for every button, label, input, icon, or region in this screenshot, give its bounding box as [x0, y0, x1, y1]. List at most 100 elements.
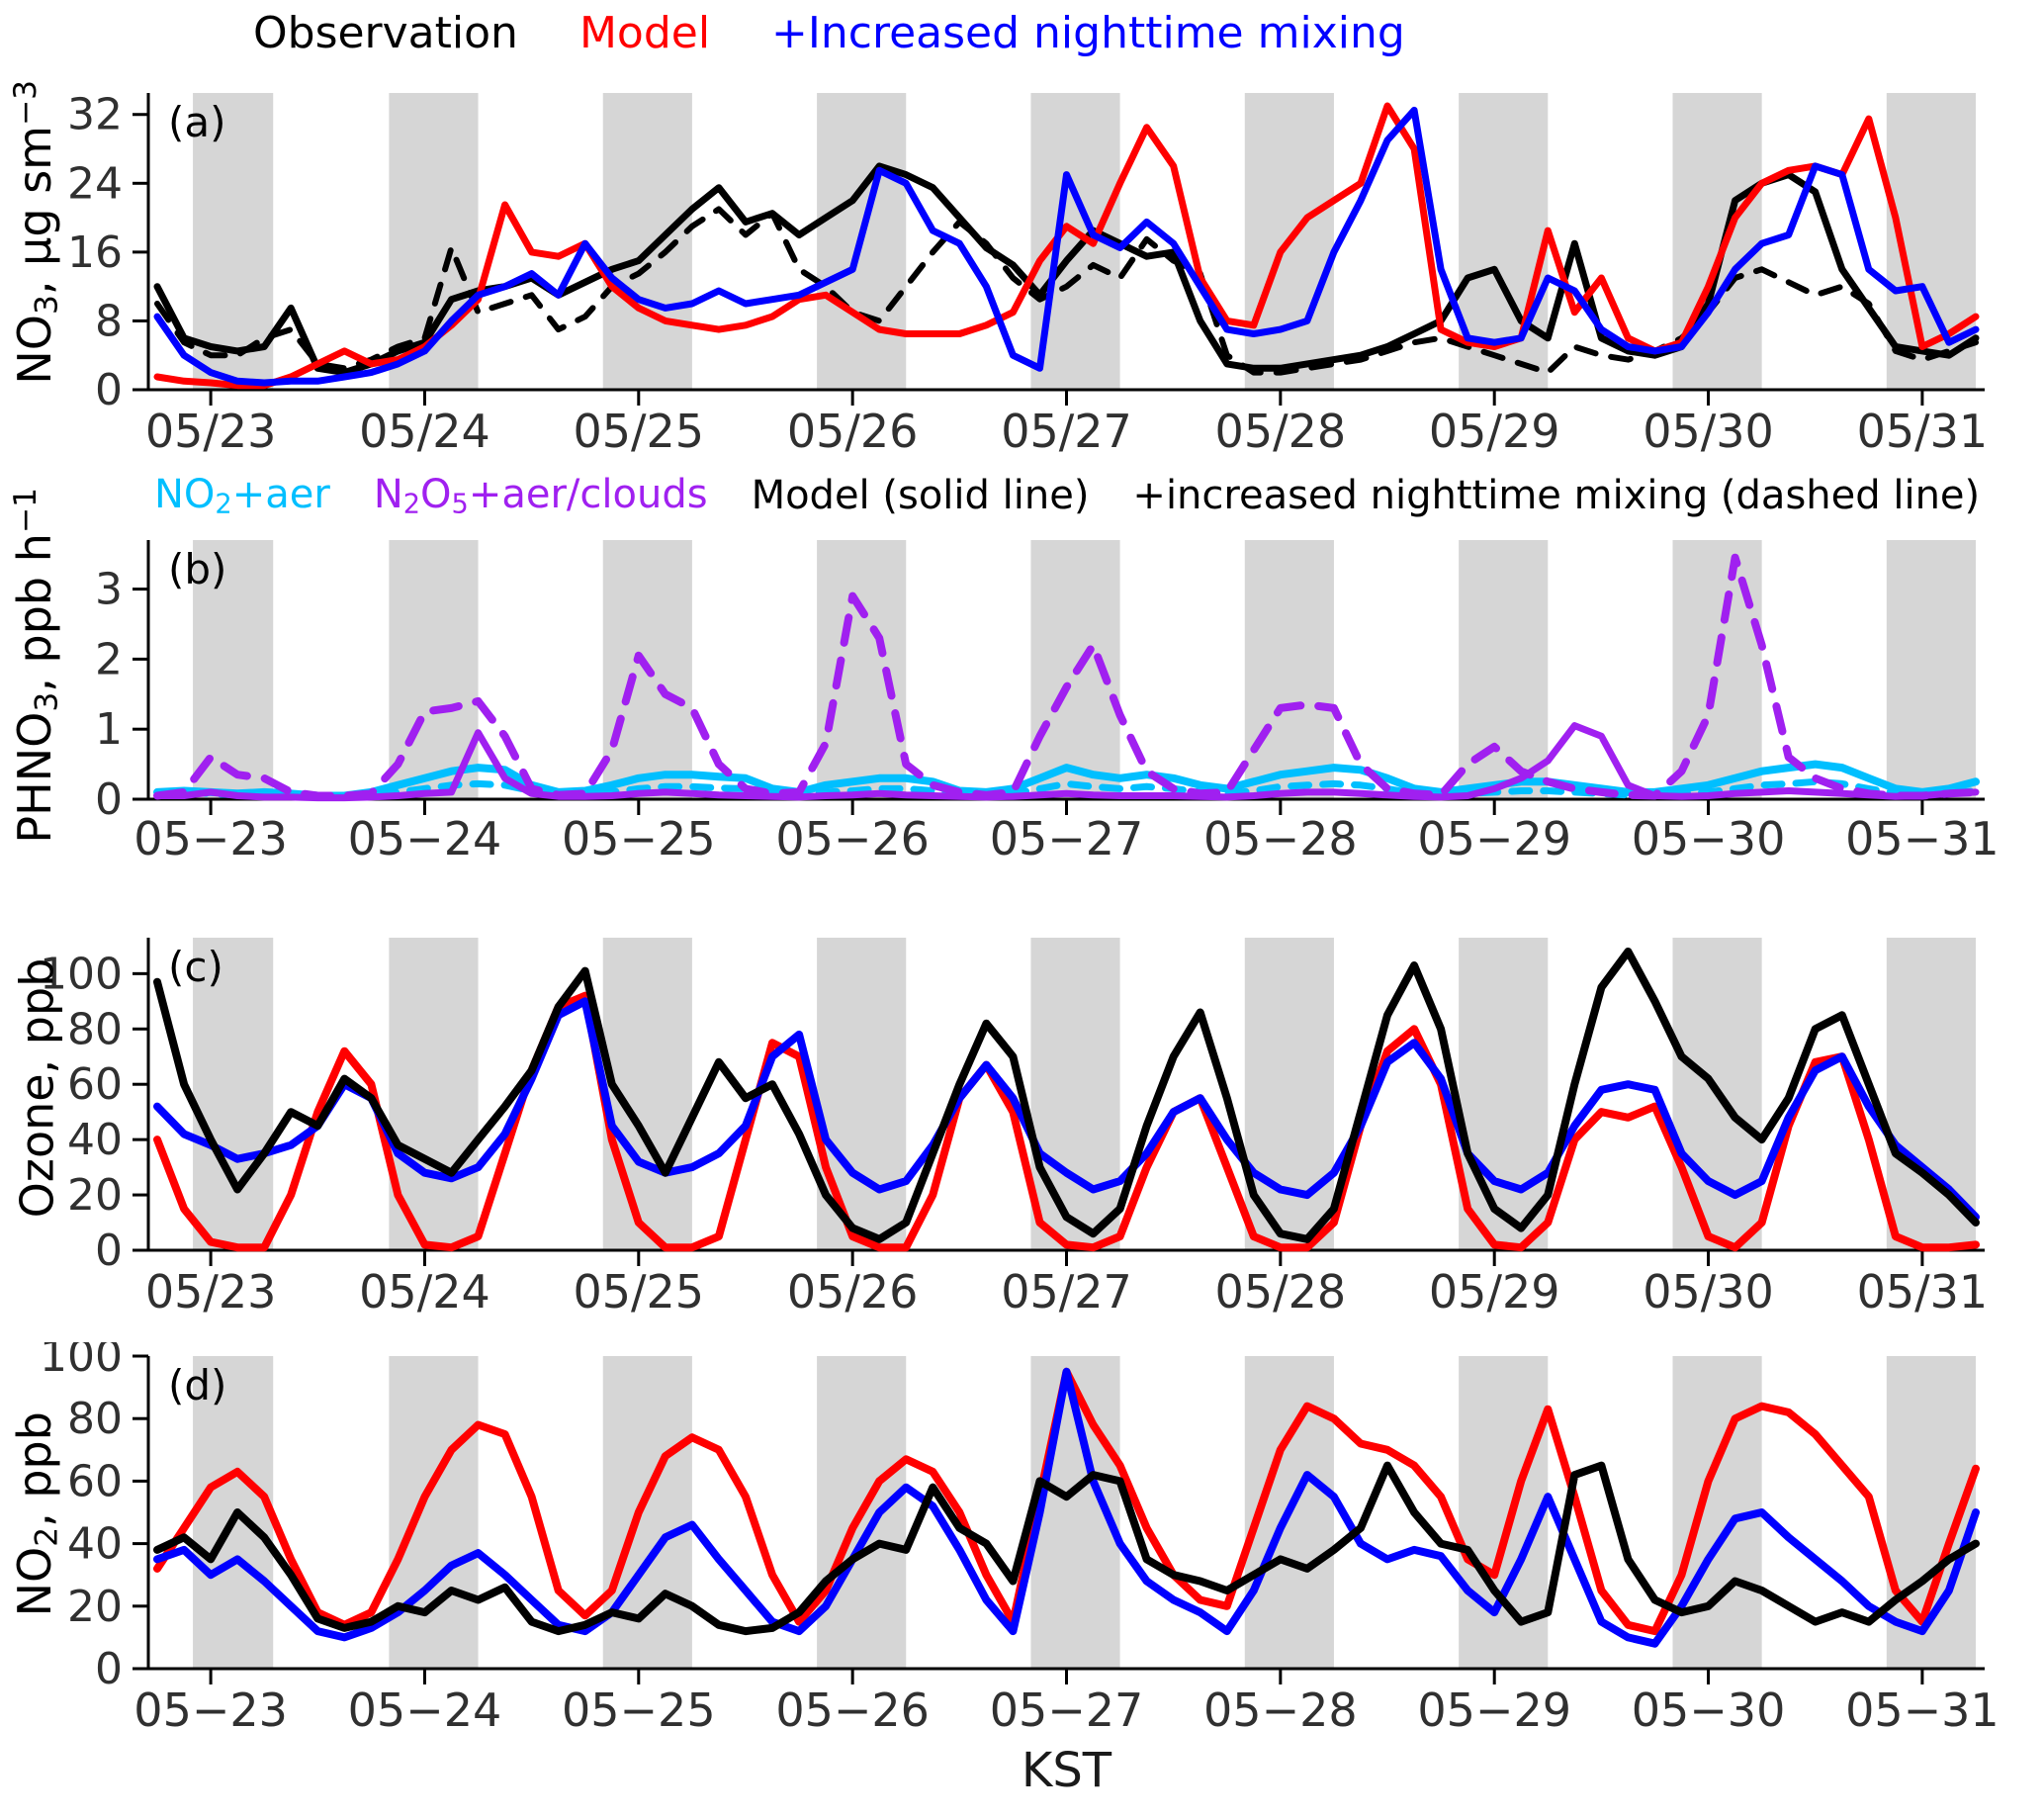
- x-tick-label: 05/29: [1429, 405, 1560, 458]
- x-tick-label: 05/23: [145, 1265, 277, 1317]
- x-axis-title: KST: [1021, 1743, 1112, 1798]
- night-shading: [389, 1356, 479, 1669]
- x-tick-label: 05/27: [1001, 1265, 1132, 1317]
- chart-panel-b-phno3: 0 1 2 3 05−23 05−24 05−25 05−26 05−27 05−28 05−29 0…: [95, 540, 2000, 863]
- panel-d: NO2, ppb 0 20 40 60 80 100 05−23 05−24 05−25 05−2…: [0, 1342, 2044, 1743]
- x-tick-label: 05−23: [133, 1683, 288, 1737]
- series-n2o5-aer-clouds-increased-nighttime-mixing: [153, 553, 1980, 800]
- x-tick-label: 05−24: [348, 1683, 502, 1737]
- x-tick-label: 05−25: [562, 812, 716, 863]
- y-tick-label: 40: [67, 1115, 123, 1165]
- legend-item-increased-mixing-dashed-line: +increased nighttime mixing (dashed line…: [1132, 473, 1981, 518]
- x-tick-label: 05−30: [1632, 1683, 1786, 1737]
- x-tick-label: 05/30: [1643, 1265, 1774, 1317]
- x-tick-label: 05/23: [145, 405, 277, 458]
- y-tick-label: 20: [67, 1170, 123, 1221]
- y-tick-label: 20: [67, 1582, 123, 1632]
- x-tick-label: 05/28: [1215, 405, 1347, 458]
- y-tick-label: 60: [67, 1059, 123, 1110]
- series-increased-nighttime-mixing: [153, 997, 1980, 1222]
- night-shading: [193, 938, 274, 1250]
- y-tick-label: 80: [67, 1004, 123, 1054]
- x-tick-label: 05/29: [1429, 1265, 1560, 1317]
- legend-item-n2o5-aer-clouds: N2O5+aer/clouds: [373, 471, 708, 520]
- night-shading: [1030, 938, 1120, 1250]
- y-tick-label: 0: [95, 1226, 123, 1276]
- x-tick-label: 05−26: [775, 1683, 930, 1737]
- series-observation: [153, 948, 1980, 1243]
- night-shading: [193, 93, 274, 390]
- night-shading: [1459, 938, 1549, 1250]
- series-increased-nighttime-mixing: [153, 1367, 1980, 1648]
- night-shading: [1886, 540, 1976, 799]
- panel-b: PHNO3, ppb h−1 0 1 2 3 05−23 05−24 05−25 05−26 0…: [0, 488, 2044, 863]
- legend-item-model: Model: [578, 8, 711, 58]
- night-shading: [389, 540, 479, 799]
- y-tick-label: 32: [67, 90, 123, 140]
- chart-panel-a-no3: 0 8 16 24 32 05/23 05/24 05/25 05/26 05/27 05/28 05…: [67, 90, 1989, 458]
- x-tick-label: 05/31: [1857, 405, 1989, 458]
- y-tick-label: 40: [67, 1519, 123, 1570]
- x-tick-label: 05−29: [1417, 812, 1571, 863]
- x-tick-label: 05−26: [775, 812, 930, 863]
- x-tick-label: 05−28: [1203, 1683, 1358, 1737]
- night-shading: [602, 1356, 692, 1669]
- x-tick-label: 05−24: [348, 812, 502, 863]
- panel-tag: (b): [168, 545, 226, 593]
- x-tick-label: 05−27: [990, 1683, 1144, 1737]
- night-shading: [193, 540, 274, 799]
- x-tick-label: 05/25: [574, 405, 705, 458]
- x-tick-label: 05−31: [1845, 812, 2000, 863]
- panel-tag: (a): [168, 98, 226, 146]
- series-model: [153, 991, 1980, 1252]
- x-tick-label: 05/24: [359, 1265, 490, 1317]
- x-tick-label: 05−23: [133, 812, 288, 863]
- night-shading: [602, 93, 692, 390]
- y-tick-label: 0: [95, 365, 123, 415]
- y-tick-label: 16: [67, 227, 123, 278]
- night-shading: [1244, 540, 1334, 799]
- x-tick-label: 05/24: [359, 405, 490, 458]
- legend-item-observation: Observation: [253, 8, 518, 58]
- y-tick-label: 3: [95, 565, 123, 615]
- x-tick-label: 05−31: [1845, 1683, 2000, 1737]
- night-shading: [817, 540, 907, 799]
- y-tick-label: 60: [67, 1456, 123, 1506]
- x-tick-label: 05/25: [574, 1265, 705, 1317]
- legend-item-model-solid-line: Model (solid line): [751, 473, 1090, 518]
- y-tick-label: 8: [95, 296, 123, 346]
- x-tick-label: 05/28: [1215, 1265, 1347, 1317]
- panel-tag: (d): [168, 1361, 226, 1410]
- series-observation: [153, 1461, 1980, 1636]
- legend-panel-a: Observation Model +Increased nighttime m…: [0, 8, 2044, 63]
- y-tick-label: 100: [40, 1342, 123, 1382]
- panel-a: NO3, μg sm−3 0 8 16 24 32 05/23 05/24 05/25 05/2…: [0, 63, 2044, 459]
- x-tick-label: 05/26: [787, 405, 919, 458]
- x-tick-label: 05−28: [1203, 812, 1358, 863]
- y-tick-label: 100: [40, 949, 123, 999]
- series-observation-dashed: [154, 206, 1979, 376]
- y-tick-label: 2: [95, 634, 123, 684]
- x-tick-label: 05−25: [562, 1683, 716, 1737]
- y-tick-label: 80: [67, 1394, 123, 1444]
- series-n2o5-aer-clouds-model: [153, 722, 1980, 802]
- x-tick-label: 05/31: [1857, 1265, 1989, 1317]
- legend-item-increased-nighttime-mixing: +Increased nighttime mixing: [771, 8, 1405, 58]
- panel-tag: (c): [168, 943, 223, 991]
- x-tick-label: 05/26: [787, 1265, 919, 1317]
- night-shading: [1459, 1356, 1549, 1669]
- x-tick-label: 05−29: [1417, 1683, 1571, 1737]
- x-tick-label: 05−27: [990, 812, 1144, 863]
- y-tick-label: 1: [95, 704, 123, 755]
- series-increased-nighttime-mixing: [153, 106, 1980, 387]
- legend-item-no2-aer: NO2+aer: [154, 471, 330, 520]
- x-tick-label: 05−30: [1632, 812, 1786, 863]
- x-tick-label: 05/30: [1643, 405, 1774, 458]
- chart-panel-d-no2: 0 20 40 60 80 100 05−23 05−24 05−25 05−26 05−27 05−…: [40, 1342, 2000, 1737]
- legend-panel-b: NO2+aer N2O5+aer/clouds Model (solid lin…: [0, 465, 2044, 526]
- y-tick-label: 0: [95, 1644, 123, 1694]
- y-tick-label: 0: [95, 774, 123, 825]
- panel-c: Ozone, ppb 0 20 40 60 80 100 05/23 05/24 05/25 05…: [0, 916, 2044, 1317]
